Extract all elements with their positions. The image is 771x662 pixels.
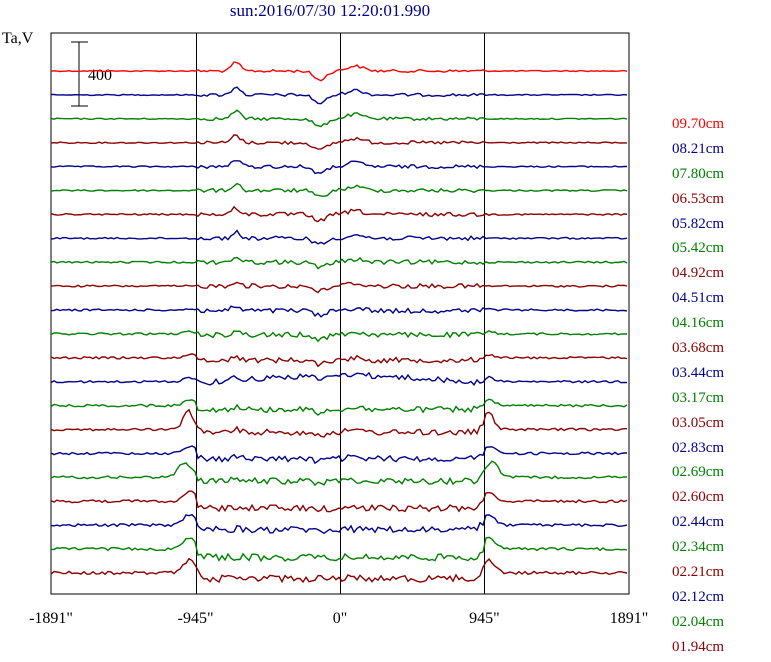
series-line xyxy=(50,445,627,465)
legend-entry: 03.68cm xyxy=(672,340,725,357)
series-line xyxy=(50,398,628,416)
x-tick-label: -1891" xyxy=(29,610,73,627)
legend-entry: 01.94cm xyxy=(672,638,725,655)
series-line xyxy=(50,134,627,150)
series-line xyxy=(50,460,627,487)
legend-entry: 05.42cm xyxy=(672,240,725,257)
x-tick-label: -945" xyxy=(178,610,214,627)
x-tick-label: 945" xyxy=(469,610,500,627)
legend-entry: 08.21cm xyxy=(672,140,725,157)
series-line xyxy=(50,557,628,584)
legend-entry: 03.44cm xyxy=(672,364,725,381)
x-tick-label: 0" xyxy=(333,610,348,627)
legend-entry: 04.16cm xyxy=(672,315,725,332)
scale-bar-label: 400 xyxy=(88,67,112,84)
legend-entry: 02.21cm xyxy=(672,564,725,581)
legend-entry: 02.34cm xyxy=(672,539,725,556)
series-line xyxy=(50,86,628,105)
series-line xyxy=(50,205,628,223)
series-line xyxy=(50,256,628,270)
legend-entry: 02.44cm xyxy=(672,514,725,531)
legend-entry: 02.12cm xyxy=(672,588,725,605)
legend-entry: 06.53cm xyxy=(672,190,725,207)
legend-entry: 04.51cm xyxy=(672,290,725,307)
legend-entry: 02.83cm xyxy=(672,439,725,456)
legend-entry: 05.82cm xyxy=(672,215,725,232)
series-line xyxy=(50,353,628,368)
legend-entry: 03.17cm xyxy=(672,389,725,406)
series-line xyxy=(50,305,628,318)
series-line xyxy=(50,371,628,386)
series-line xyxy=(50,160,627,175)
y-axis-label: Ta,V xyxy=(2,30,34,47)
legend-entry: 02.69cm xyxy=(672,464,725,481)
series-line xyxy=(50,182,628,198)
legend-entry: 02.60cm xyxy=(672,489,725,506)
legend-entry: 09.70cm xyxy=(672,116,725,132)
chart-title: sun:2016/07/30 12:20:01.990 xyxy=(229,1,431,20)
x-tick-label: 1891" xyxy=(610,610,649,627)
series-line xyxy=(50,490,628,513)
series-line xyxy=(51,536,628,563)
series-line xyxy=(50,61,628,82)
legend-entry: 04.92cm xyxy=(672,265,725,282)
series-line xyxy=(50,513,628,535)
series-line xyxy=(50,281,628,294)
legend-entry: 02.04cm xyxy=(672,613,725,630)
legend-entry: 03.05cm xyxy=(672,414,725,431)
legend-entry: 07.80cm xyxy=(672,165,725,182)
series-line xyxy=(50,229,628,245)
series-line xyxy=(50,109,628,128)
series-line xyxy=(50,408,627,438)
legend: 09.70cm 08.21cm 07.80cm 06.53cm 05.82cm 05.42… xyxy=(672,112,771,660)
series-line xyxy=(50,330,627,343)
